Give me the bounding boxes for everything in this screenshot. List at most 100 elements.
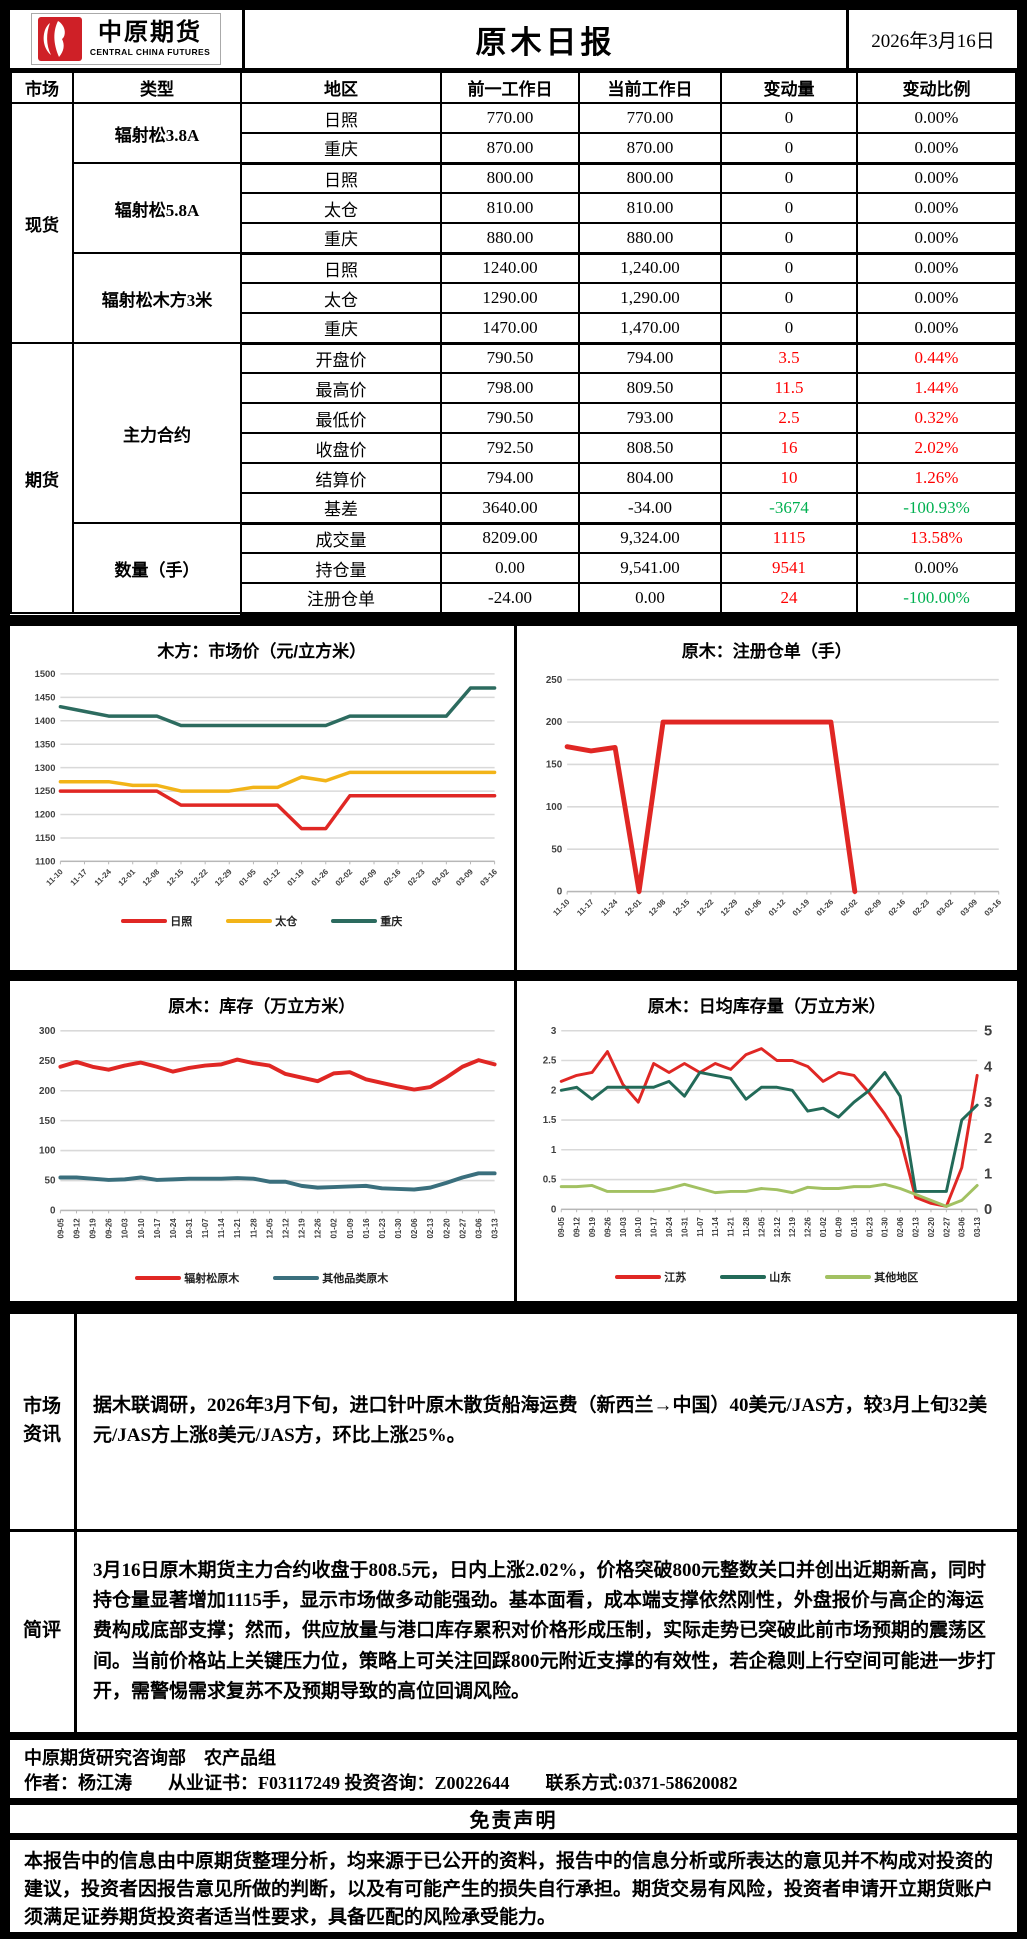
report-date: 2026年3月16日 xyxy=(846,10,1017,68)
svg-text:03-16: 03-16 xyxy=(478,866,499,887)
svg-text:150: 150 xyxy=(545,759,562,770)
table-row: 辐射松木方3米 日照 1240.00 1,240.00 0 0.00% xyxy=(11,252,1017,344)
region-cell: 太仓 xyxy=(240,192,442,224)
change-cell: -3674 xyxy=(720,492,858,525)
chart-panel-warehouse-receipts: 原木：注册仓单（手） 0 50 100 150 200 250 11-10 11-17 11-2… xyxy=(513,625,1018,970)
svg-text:200: 200 xyxy=(545,717,562,728)
svg-text:02-27: 02-27 xyxy=(942,1216,951,1237)
prev-value-cell: 0.00 xyxy=(440,552,580,584)
svg-text:1: 1 xyxy=(550,1144,556,1155)
svg-text:12-15: 12-15 xyxy=(165,866,186,887)
svg-text:03-16: 03-16 xyxy=(982,896,1003,917)
svg-text:01-05: 01-05 xyxy=(237,866,258,887)
svg-text:12-29: 12-29 xyxy=(213,866,234,887)
col-header-change: 变动量 xyxy=(720,71,858,104)
svg-text:09-12: 09-12 xyxy=(572,1216,581,1237)
svg-text:02-13: 02-13 xyxy=(426,1217,435,1238)
svg-text:01-02: 01-02 xyxy=(819,1216,828,1237)
svg-text:01-23: 01-23 xyxy=(378,1217,387,1238)
svg-text:12-19: 12-19 xyxy=(298,1217,307,1238)
col-header-prev: 前一工作日 xyxy=(440,71,580,104)
company-logo: 中原期货 CENTRAL CHINA FUTURES xyxy=(30,13,222,65)
curr-value-cell: 810.00 xyxy=(578,192,722,224)
svg-text:11-10: 11-10 xyxy=(551,896,572,917)
svg-text:12-22: 12-22 xyxy=(694,896,715,917)
svg-text:0: 0 xyxy=(984,1202,992,1218)
region-cell: 重庆 xyxy=(240,132,442,165)
svg-text:1150: 1150 xyxy=(35,833,55,843)
prev-value-cell: 798.00 xyxy=(440,372,580,404)
table-row: 数量（手） 成交量 8209.00 9,324.00 1115 13.58% xyxy=(11,522,1017,614)
region-cell: 注册仓单 xyxy=(240,582,442,615)
info-block: 市场 资讯 据木联调研，2026年3月下旬，进口针叶原木散货船海运费（新西兰→中… xyxy=(8,1311,1019,1734)
svg-text:2: 2 xyxy=(550,1085,556,1096)
svg-text:100: 100 xyxy=(39,1145,56,1156)
svg-text:01-30: 01-30 xyxy=(394,1217,403,1238)
prev-value-cell: 1290.00 xyxy=(440,282,580,314)
change-cell: 3.5 xyxy=(720,342,858,374)
change-cell: 1115 xyxy=(720,522,858,554)
curr-value-cell: -34.00 xyxy=(578,492,722,525)
svg-text:03-13: 03-13 xyxy=(973,1216,982,1237)
svg-text:11-07: 11-07 xyxy=(695,1216,704,1236)
svg-text:1400: 1400 xyxy=(35,715,56,725)
change-pct-cell: 0.00% xyxy=(856,132,1017,165)
change-pct-cell: 0.00% xyxy=(856,192,1017,224)
svg-text:10-17: 10-17 xyxy=(153,1217,162,1238)
logo-name-en: CENTRAL CHINA FUTURES xyxy=(89,47,211,58)
svg-text:01-16: 01-16 xyxy=(362,1217,371,1238)
region-cell: 日照 xyxy=(240,162,442,194)
svg-text:11-21: 11-21 xyxy=(726,1216,735,1236)
svg-text:3: 3 xyxy=(550,1025,556,1036)
change-pct-cell: 0.00% xyxy=(856,222,1017,255)
svg-text:1450: 1450 xyxy=(35,692,56,702)
svg-text:12-26: 12-26 xyxy=(314,1217,323,1238)
svg-text:11-14: 11-14 xyxy=(217,1217,226,1237)
change-pct-cell: 0.32% xyxy=(856,402,1017,434)
legend-line-swatch xyxy=(121,919,168,924)
legend-item: 江苏 xyxy=(615,1269,686,1285)
logo-cell: 中原期货 CENTRAL CHINA FUTURES xyxy=(10,10,245,68)
svg-text:12-29: 12-29 xyxy=(718,896,739,917)
change-pct-cell: 1.26% xyxy=(856,462,1017,494)
prev-value-cell: 790.50 xyxy=(440,402,580,434)
curr-value-cell: 800.00 xyxy=(578,162,722,194)
svg-text:1250: 1250 xyxy=(35,786,56,796)
svg-text:12-15: 12-15 xyxy=(670,896,691,917)
svg-text:01-19: 01-19 xyxy=(790,896,811,917)
svg-text:12-08: 12-08 xyxy=(646,896,667,917)
svg-text:12-26: 12-26 xyxy=(803,1216,812,1237)
chart-panel-market-price: 木方：市场价（元/立方米） 1100 1150 1200 1250 1300 1350 14… xyxy=(10,626,514,970)
svg-text:12-08: 12-08 xyxy=(141,866,162,887)
logo-mark-icon xyxy=(37,17,82,61)
change-cell: 0 xyxy=(720,312,858,345)
svg-text:11-17: 11-17 xyxy=(69,866,90,887)
curr-value-cell: 1,290.00 xyxy=(578,282,722,314)
svg-text:50: 50 xyxy=(45,1175,56,1186)
curr-value-cell: 9,324.00 xyxy=(578,522,722,554)
svg-text:02-09: 02-09 xyxy=(358,866,379,887)
legend-label: 太仓 xyxy=(275,916,298,929)
table-body: 现货 辐射松3.8A 日照 770.00 770.00 0 0.00% 重庆 870.00 870… xyxy=(10,102,1017,615)
svg-text:01-09: 01-09 xyxy=(834,1216,843,1237)
legend-item: 太仓 xyxy=(226,913,297,929)
warehouse-receipts-legend xyxy=(517,942,1018,968)
svg-text:11-07: 11-07 xyxy=(201,1217,210,1237)
inventory-chart: 0 50 100 150 200 250 300 09-05 09-12 09-19 09-26 10… xyxy=(39,1025,500,1238)
svg-text:1300: 1300 xyxy=(35,762,56,772)
change-cell: 0 xyxy=(720,282,858,314)
col-header-type: 类型 xyxy=(72,71,242,104)
svg-text:02-16: 02-16 xyxy=(382,866,403,887)
curr-value-cell: 809.50 xyxy=(578,372,722,404)
svg-text:4: 4 xyxy=(984,1059,993,1075)
prev-value-cell: -24.00 xyxy=(440,582,580,615)
table-row: 辐射松5.8A 日照 800.00 800.00 0 0.00% xyxy=(11,162,1017,254)
svg-text:09-19: 09-19 xyxy=(587,1216,596,1237)
table-row: 重庆 870.00 870.00 0 0.00% xyxy=(11,132,1017,165)
change-cell: 0 xyxy=(720,132,858,165)
region-cell: 开盘价 xyxy=(240,342,442,374)
logo-name-cn: 中原期货 xyxy=(97,20,202,47)
legend-item: 其他地区 xyxy=(825,1269,918,1285)
table-row: 注册仓单 -24.00 0.00 24 -100.00% xyxy=(11,582,1017,615)
